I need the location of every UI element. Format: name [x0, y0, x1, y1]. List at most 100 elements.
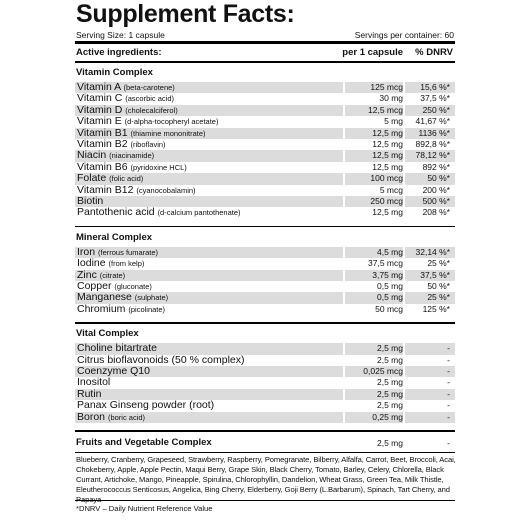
ingredient-row: Chromium (picolinate) 50 mcg 125 %* — [75, 303, 455, 315]
amount: 5 mg — [384, 116, 403, 127]
name: Niacin — [77, 149, 107, 162]
ingredient-name: Coenzyme Q10 — [77, 365, 150, 377]
ingredient-name: Inositol — [77, 377, 110, 388]
amount: 250 mcg — [370, 196, 403, 206]
note: (boric acid) — [107, 412, 146, 422]
name: Vitamin B6 — [77, 160, 128, 173]
amount: 4,5 mg — [377, 246, 403, 257]
amount: 2,5 mg — [377, 438, 403, 448]
ingredient-name: Manganese (sulphate) — [77, 292, 168, 303]
note: (pyridoxine HCL) — [130, 162, 187, 172]
divider — [403, 366, 405, 378]
note: (ferrous fumarate) — [98, 247, 159, 257]
ingredient-row: Folate (folic acid) 100 mcg 50 %* — [75, 172, 455, 185]
ingredient-row: Pantothenic acid (d-calcium pantothenate… — [75, 207, 455, 218]
divider — [403, 388, 405, 401]
dnrv: 208 %* — [422, 207, 450, 218]
amount: 100 mcg — [370, 173, 403, 184]
divider — [343, 173, 345, 185]
dnrv: 892 %* — [422, 161, 450, 172]
amount: 2,5 mg — [377, 400, 403, 411]
column-header: Active ingredients: — [76, 47, 162, 58]
amount: 50 mcg — [375, 303, 403, 314]
ingredient-row: Niacin (niacinamide) 12,5 mg 78,12 %* — [75, 149, 455, 162]
ingredient-name: Vitamin E (d-alpha-tocopheryl acetate) — [77, 115, 219, 127]
dnrv: 37,5 %* — [420, 269, 450, 280]
name: Biotin — [77, 195, 104, 207]
ingredient-row: Manganese (sulphate) 0,5 mg 25 %* — [75, 292, 455, 304]
divider — [343, 196, 345, 208]
dnrv: - — [447, 388, 450, 399]
name: Pantothenic acid — [77, 206, 155, 219]
amount: 12,5 mg — [372, 139, 403, 149]
divider — [403, 127, 405, 139]
note: (citrate) — [99, 270, 126, 280]
ingredient-row: Boron (boric acid) 0,25 mg - — [75, 411, 455, 423]
rule — [75, 322, 455, 324]
ingredient-row: Choline bitartrate 2,5 mg - — [75, 342, 455, 355]
amount: 0,25 mg — [372, 411, 403, 422]
amount: 0,5 mg — [377, 281, 403, 291]
ingredient-name: Pantothenic acid (d-calcium pantothenate… — [77, 207, 241, 218]
name: Vitamin D — [77, 103, 123, 116]
section-title: Mineral Complex — [76, 231, 153, 243]
amount: 12,5 mg — [372, 127, 403, 138]
servings: Servings per container: 60 — [354, 30, 454, 40]
ingredient-name: Chromium (picolinate) — [77, 303, 166, 315]
rule — [75, 430, 455, 432]
note: (folic acid) — [109, 174, 144, 184]
name: Rutin — [77, 387, 102, 400]
footnote: *DNRV – Daily Nutrient Reference Value — [76, 504, 213, 513]
name: Vitamin A — [77, 81, 121, 93]
ingredient-list: Blueberry, Cranberry, Grapeseed, Strawbe… — [76, 455, 456, 504]
ingredient-name: Choline bitartrate — [77, 342, 157, 355]
divider — [403, 269, 405, 281]
ingredient-row: Rutin 2,5 mg - — [75, 387, 455, 401]
divider — [403, 196, 405, 208]
divider — [403, 246, 405, 259]
amount: 2,5 mg — [377, 388, 403, 399]
dnrv: 32,14 %* — [415, 246, 451, 257]
ingredient-row: Vitamin A (beta-carotene) 125 mcg 15,6 %* — [75, 81, 455, 94]
note: (thiamine mononitrate) — [130, 128, 206, 138]
divider — [403, 411, 405, 423]
amount: 12,5 mg — [372, 150, 403, 161]
amount: 5 mcg — [379, 184, 403, 195]
note: (d-alpha-tocopheryl acetate) — [124, 117, 219, 127]
divider — [343, 82, 345, 94]
amount: 3,75 mg — [372, 269, 403, 280]
rule — [75, 452, 455, 453]
name: Panax Ginseng powder (root) — [77, 399, 215, 412]
dnrv: 1136 %* — [418, 127, 450, 138]
divider — [403, 173, 405, 185]
ingredient-name: Panax Ginseng powder (root) — [77, 399, 215, 412]
divider — [343, 343, 345, 355]
ingredient-name: Copper (gluconate) — [77, 280, 152, 292]
divider — [343, 269, 345, 281]
ingredient-row: Vitamin B6 (pyridoxine HCL) 12,5 mg 892 %* — [75, 160, 455, 173]
section-title: Fruits and Vegetable Complex — [76, 437, 212, 448]
dnrv: 25 %* — [427, 258, 450, 269]
divider — [343, 388, 345, 401]
amount: 12,5 mg — [372, 207, 403, 218]
name: Copper — [77, 280, 112, 292]
name: Iron — [77, 245, 96, 258]
name: Vitamin B1 — [77, 126, 128, 139]
note: (picolinate) — [128, 304, 166, 314]
dnrv: 15,6 %* — [420, 82, 450, 92]
amount: 2,5 mg — [377, 354, 403, 365]
ingredient-name: Vitamin B6 (pyridoxine HCL) — [77, 160, 187, 173]
ingredient-row: Vitamin B1 (thiamine mononitrate) 12,5 mg… — [75, 126, 455, 139]
name: Choline bitartrate — [77, 342, 157, 355]
name: Vitamin C — [77, 92, 123, 105]
dnrv: 50 %* — [427, 281, 450, 291]
ingredient-name: Boron (boric acid) — [77, 411, 146, 423]
column-header: % DNRV — [415, 47, 453, 58]
name: Manganese — [77, 291, 132, 304]
divider — [403, 104, 405, 117]
divider — [403, 292, 405, 304]
ingredient-name: Rutin — [77, 387, 102, 400]
divider — [403, 343, 405, 355]
note: (cholecalciferol) — [125, 105, 178, 115]
